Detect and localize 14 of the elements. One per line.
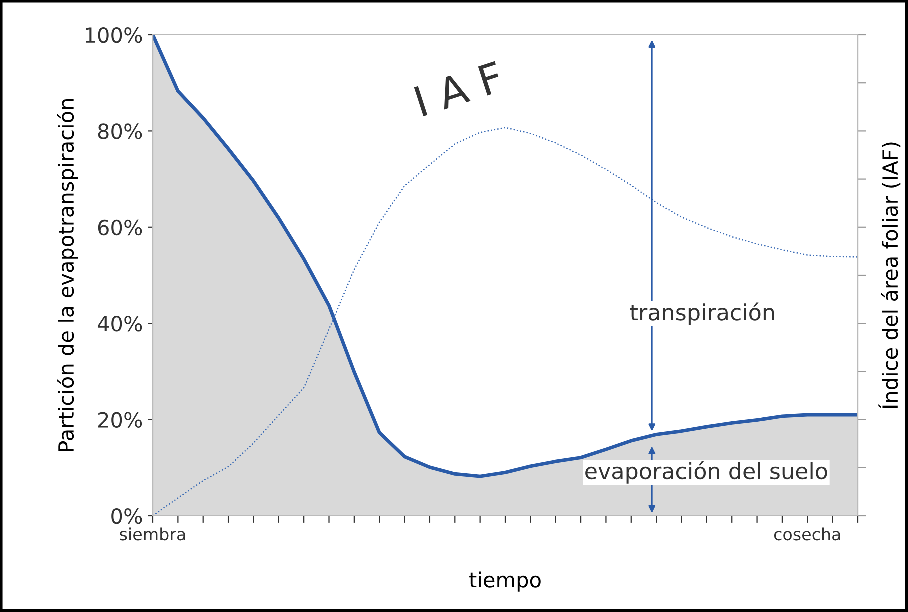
y-tick-label: 0% (112, 508, 142, 524)
y-tick-label: 60% (98, 220, 142, 236)
y-tick-label: 40% (98, 316, 142, 332)
x-tick-label: cosecha (774, 528, 840, 541)
annotation: I A F (414, 61, 504, 116)
y-tick-label: 100% (86, 27, 142, 44)
y-axis-title: Partición de la evapotranspiración (57, 99, 78, 452)
y-tick-label: 80% (98, 124, 142, 140)
y2-axis-title: Índice del área foliar (IAF) (878, 142, 901, 408)
annotation: evaporación del suelo (586, 462, 828, 484)
x-tick-label: siembra (120, 528, 186, 541)
annotation: transpiración (630, 302, 774, 326)
x-axis-title: tiempo (470, 572, 541, 592)
y-tick-label: 20% (98, 412, 142, 428)
